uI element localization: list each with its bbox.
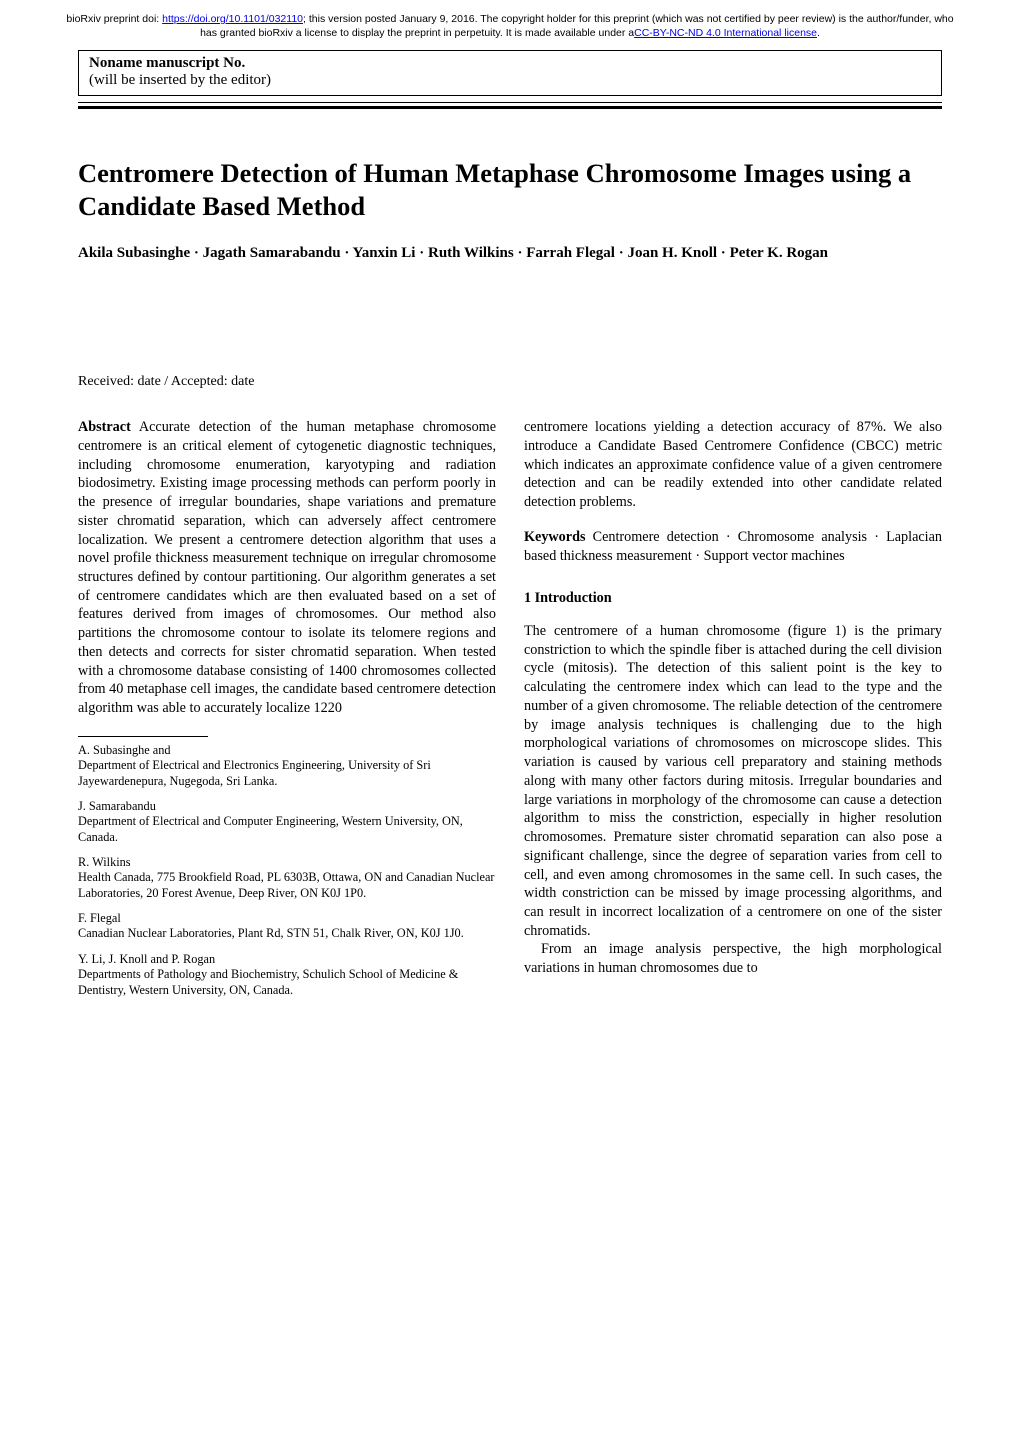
preprint-text-end: .	[817, 27, 820, 39]
abstract-paragraph: Abstract Accurate detection of the human…	[78, 418, 496, 718]
affiliation-0: A. Subasinghe and Department of Electric…	[78, 743, 496, 789]
affiliation-1: J. Samarabandu Department of Electrical …	[78, 799, 496, 845]
manuscript-number-box: Noname manuscript No. (will be inserted …	[78, 50, 942, 96]
affiliation-person: Y. Li, J. Knoll and P. Rogan	[78, 952, 496, 967]
keywords-label: Keywords	[524, 529, 585, 545]
affiliation-person: A. Subasinghe and	[78, 743, 496, 758]
affiliation-person: R. Wilkins	[78, 855, 496, 870]
intro-p2: From an image analysis perspective, the …	[524, 940, 942, 977]
section-1-body: The centromere of a human chromosome (fi…	[524, 622, 942, 978]
doi-link[interactable]: https://doi.org/10.1101/032110	[162, 13, 303, 25]
manuscript-line2: (will be inserted by the editor)	[89, 72, 931, 89]
two-column-body: Abstract Accurate detection of the human…	[78, 418, 942, 1008]
preprint-text-pre: bioRxiv preprint doi:	[66, 13, 162, 25]
affiliation-3: F. Flegal Canadian Nuclear Laboratories,…	[78, 911, 496, 942]
preprint-notice: bioRxiv preprint doi: https://doi.org/10…	[0, 0, 1020, 42]
abstract-text-left: Accurate detection of the human metaphas…	[78, 419, 496, 716]
affiliation-4: Y. Li, J. Knoll and P. Rogan Departments…	[78, 952, 496, 998]
right-column: centromere locations yielding a detectio…	[524, 418, 942, 1008]
abstract-label: Abstract	[78, 419, 131, 435]
manuscript-line1: Noname manuscript No.	[89, 55, 931, 72]
affiliation-separator	[78, 736, 208, 737]
affiliation-person: F. Flegal	[78, 911, 496, 926]
horizontal-rule	[78, 102, 942, 109]
received-accepted-dates: Received: date / Accepted: date	[78, 374, 942, 390]
left-column: Abstract Accurate detection of the human…	[78, 418, 496, 1008]
keywords-paragraph: Keywords Centromere detection · Chromoso…	[524, 528, 942, 565]
section-1-heading: 1 Introduction	[524, 589, 942, 608]
affiliation-person: J. Samarabandu	[78, 799, 496, 814]
paper-title: Centromere Detection of Human Metaphase …	[78, 157, 942, 223]
affiliation-org: Department of Electrical and Computer En…	[78, 814, 496, 845]
affiliation-org: Health Canada, 775 Brookfield Road, PL 6…	[78, 870, 496, 901]
author-list: Akila Subasinghe · Jagath Samarabandu · …	[78, 242, 942, 265]
page-content: Centromere Detection of Human Metaphase …	[78, 157, 942, 1008]
preprint-text-post: ; this version posted January 9, 2016. T…	[200, 13, 954, 39]
intro-p1: The centromere of a human chromosome (fi…	[524, 622, 942, 940]
abstract-continuation: centromere locations yielding a detectio…	[524, 418, 942, 512]
keywords-text: Centromere detection · Chromosome analys…	[524, 529, 942, 564]
affiliation-2: R. Wilkins Health Canada, 775 Brookfield…	[78, 855, 496, 901]
affiliation-org: Canadian Nuclear Laboratories, Plant Rd,…	[78, 926, 496, 941]
affiliation-org: Department of Electrical and Electronics…	[78, 758, 496, 789]
affiliation-org: Departments of Pathology and Biochemistr…	[78, 967, 496, 998]
license-link[interactable]: CC-BY-NC-ND 4.0 International license	[634, 27, 817, 39]
